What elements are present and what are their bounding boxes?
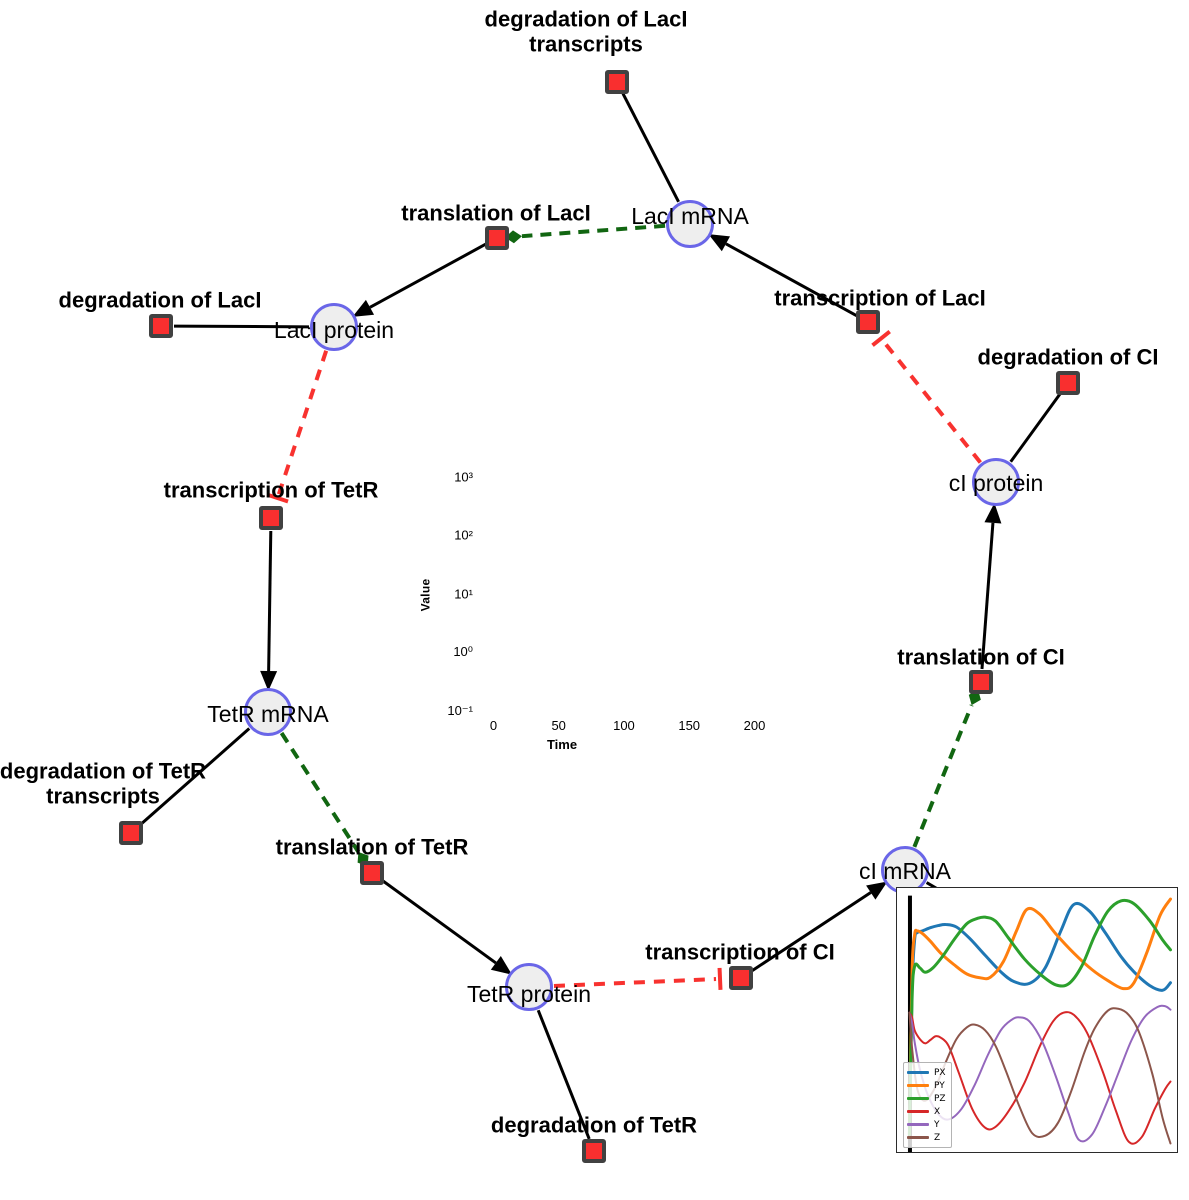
species-node-laci-mrna[interactable] bbox=[666, 200, 714, 248]
arrowhead bbox=[866, 881, 888, 900]
reaction-label-degradation-of-laci: degradation of LacI bbox=[58, 287, 262, 313]
reaction-label-translation-of-tetr: translation of TetR bbox=[275, 834, 469, 860]
reaction-node-translation-of-ci[interactable] bbox=[969, 670, 993, 694]
species-label-tetr-mrna: TetR mRNA bbox=[207, 700, 329, 727]
legend-item-PX: PX bbox=[907, 1066, 946, 1079]
species-node-tetr-protein[interactable] bbox=[505, 963, 553, 1011]
legend-label-X: X bbox=[934, 1106, 941, 1117]
reaction-node-transcription-of-ci[interactable] bbox=[729, 966, 753, 990]
reaction-label-degradation-of-tetr: degradation of TetR bbox=[490, 1112, 698, 1138]
edge-substrate-degradation-of-laci-transcripts-to-laci-mrna bbox=[621, 92, 680, 203]
legend-label-PY: PY bbox=[934, 1080, 945, 1091]
y-tick-4: 10³ bbox=[454, 469, 473, 485]
species-label-ci-protein: cI protein bbox=[948, 469, 1044, 496]
y-tick-0: 10⁻¹ bbox=[447, 703, 473, 718]
reaction-label-degradation-of-laci-transcripts: degradation of LacI transcripts bbox=[484, 6, 688, 56]
x-tick-4: 200 bbox=[743, 718, 766, 733]
arrowhead bbox=[708, 234, 731, 252]
edge-product-translation-of-tetr-to-tetr-protein bbox=[381, 879, 513, 975]
reaction-label-translation-of-ci: translation of CI bbox=[897, 644, 1065, 670]
species-label-laci-mrna: LacI mRNA bbox=[631, 202, 749, 229]
series-line-X bbox=[908, 1011, 1172, 1145]
reaction-node-transcription-of-laci[interactable] bbox=[856, 310, 880, 334]
reaction-label-transcription-of-laci: transcription of LacI bbox=[774, 285, 986, 311]
species-label-tetr-protein: TetR protein bbox=[466, 980, 592, 1007]
reaction-node-degradation-of-tetr[interactable] bbox=[582, 1139, 606, 1163]
legend-swatch-PX bbox=[907, 1071, 929, 1074]
legend-swatch-Z bbox=[907, 1136, 929, 1139]
chart-x-axis-label: Time bbox=[546, 737, 578, 752]
legend-item-Z: Z bbox=[907, 1131, 946, 1144]
legend-item-PY: PY bbox=[907, 1079, 946, 1092]
legend-swatch-PZ bbox=[907, 1097, 929, 1100]
chart-y-axis-label: Value bbox=[418, 578, 433, 612]
inhibition-tbar-head bbox=[717, 967, 723, 990]
repressilator-timecourse-plot[interactable]: PX PY PZ X Y Z bbox=[896, 887, 1178, 1153]
edge-inhibition-ci-protein-to-transcription-of-laci bbox=[871, 329, 982, 464]
edge-product-transcription-of-tetr-to-tetr-mrna bbox=[260, 530, 278, 692]
reaction-node-degradation-of-ci[interactable] bbox=[1056, 371, 1080, 395]
legend-label-Z: Z bbox=[934, 1132, 941, 1143]
species-node-tetr-mrna[interactable] bbox=[244, 688, 292, 736]
x-tick-1: 50 bbox=[551, 718, 566, 733]
reaction-label-degradation-of-ci: degradation of CI bbox=[977, 344, 1159, 370]
x-tick-3: 150 bbox=[678, 718, 701, 733]
legend-label-PZ: PZ bbox=[934, 1093, 946, 1104]
species-label-laci-protein: LacI protein bbox=[273, 316, 395, 343]
legend-item-PZ: PZ bbox=[907, 1092, 946, 1105]
x-tick-0: 0 bbox=[489, 718, 498, 733]
reaction-node-translation-of-tetr[interactable] bbox=[360, 861, 384, 885]
reaction-node-translation-of-laci[interactable] bbox=[485, 226, 509, 250]
legend-label-Y: Y bbox=[934, 1119, 940, 1130]
legend-swatch-PY bbox=[907, 1084, 929, 1087]
chart-legend[interactable]: PX PY PZ X Y Z bbox=[903, 1062, 952, 1148]
reaction-node-transcription-of-tetr[interactable] bbox=[259, 506, 283, 530]
reaction-label-translation-of-laci: translation of LacI bbox=[401, 200, 591, 226]
species-node-ci-mrna[interactable] bbox=[881, 846, 929, 894]
edge-product-translation-of-laci-to-laci-protein bbox=[352, 242, 487, 317]
legend-label-PX: PX bbox=[934, 1067, 946, 1078]
legend-item-X: X bbox=[907, 1105, 946, 1118]
reaction-label-transcription-of-tetr: transcription of TetR bbox=[163, 477, 379, 503]
y-tick-2: 10¹ bbox=[454, 586, 473, 602]
arrowhead bbox=[984, 502, 1002, 524]
species-label-ci-mrna: cI mRNA bbox=[859, 857, 951, 884]
reaction-label-degradation-of-tetr-transcripts: degradation of TetR transcripts bbox=[0, 758, 207, 808]
arrowhead bbox=[352, 299, 375, 317]
reaction-label-transcription-of-ci: transcription of CI bbox=[645, 939, 835, 965]
reaction-node-degradation-of-laci-transcripts[interactable] bbox=[605, 70, 629, 94]
edge-catalysis-ci-mrna-to-translation-of-ci bbox=[912, 689, 981, 848]
reaction-node-degradation-of-tetr-transcripts[interactable] bbox=[119, 821, 143, 845]
edge-substrate-degradation-of-ci-to-ci-protein bbox=[1009, 392, 1062, 463]
species-node-laci-protein[interactable] bbox=[310, 303, 358, 351]
legend-item-Y: Y bbox=[907, 1118, 946, 1131]
y-tick-3: 10² bbox=[454, 527, 473, 543]
legend-swatch-X bbox=[907, 1110, 929, 1113]
inset-plot-wrapper: Value 10⁻¹ 10⁰ 10¹ 10² 10³ 0 50 100 150 200 Time… bbox=[415, 440, 1178, 1153]
reaction-node-degradation-of-laci[interactable] bbox=[149, 314, 173, 338]
legend-swatch-Y bbox=[907, 1123, 929, 1126]
y-tick-1: 10⁰ bbox=[453, 644, 473, 660]
x-tick-2: 100 bbox=[613, 718, 635, 733]
